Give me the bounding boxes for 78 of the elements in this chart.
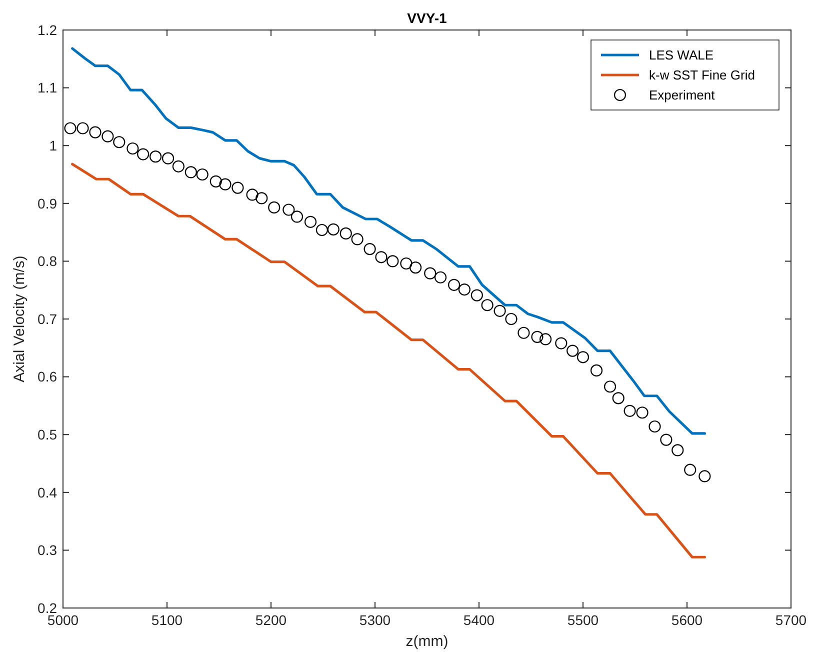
point xyxy=(672,444,684,456)
point xyxy=(351,233,364,246)
y-tick-label: 0.9 xyxy=(38,195,58,212)
point xyxy=(184,166,197,178)
legend-label: k-w SST Fine Grid xyxy=(649,68,755,83)
x-tick-label: 5400 xyxy=(463,612,495,628)
point xyxy=(531,330,544,343)
point xyxy=(470,289,483,302)
y-tick-label: 0.5 xyxy=(38,426,58,442)
point xyxy=(624,404,636,417)
point xyxy=(327,223,340,236)
point xyxy=(505,312,518,326)
legend-label: Experiment xyxy=(649,88,716,103)
point xyxy=(590,364,603,376)
point xyxy=(126,142,139,155)
point xyxy=(316,224,328,236)
x-tick-label: 5300 xyxy=(359,612,391,628)
point xyxy=(698,470,711,482)
y-tick-label: 0.4 xyxy=(38,484,58,500)
point xyxy=(424,267,436,280)
point xyxy=(494,304,506,317)
point xyxy=(232,182,244,194)
point xyxy=(410,262,422,274)
point xyxy=(304,216,317,228)
point xyxy=(540,333,552,346)
point xyxy=(172,160,184,172)
point xyxy=(576,351,590,364)
x-tick-label: 5600 xyxy=(671,612,703,628)
x-tick-label: 5100 xyxy=(151,612,183,628)
point xyxy=(219,178,232,190)
point xyxy=(150,150,162,163)
point xyxy=(555,337,568,350)
point xyxy=(604,380,616,393)
y-tick-label: 0.8 xyxy=(38,253,58,270)
point xyxy=(636,406,648,419)
point xyxy=(282,204,295,216)
point xyxy=(113,136,126,148)
point xyxy=(518,326,530,339)
point xyxy=(566,344,579,357)
point xyxy=(386,255,399,268)
point xyxy=(196,168,208,181)
x-tick-label: 5500 xyxy=(567,612,599,628)
y-tick-label: 0.7 xyxy=(38,310,58,327)
legend-label: LES WALE xyxy=(649,48,714,63)
y-tick-label: 1.2 xyxy=(38,22,58,38)
point xyxy=(76,122,89,134)
chart-title: VVY-1 xyxy=(407,10,448,26)
x-tick-label: 5200 xyxy=(255,612,287,628)
x-axis-title: z(mm) xyxy=(406,633,448,650)
point xyxy=(612,392,624,404)
point xyxy=(458,283,470,296)
y-tick-label: 1 xyxy=(49,138,58,154)
point xyxy=(290,210,304,223)
point xyxy=(64,122,76,134)
point xyxy=(684,464,696,476)
point xyxy=(268,201,280,214)
y-tick-label: 0.3 xyxy=(38,542,58,558)
point xyxy=(246,188,258,201)
point xyxy=(400,257,412,270)
y-tick-label: 0.6 xyxy=(38,368,58,385)
y-axis-title: Axial Velocity (m/s) xyxy=(11,256,28,382)
point xyxy=(162,152,174,164)
point xyxy=(434,271,447,284)
point xyxy=(210,175,222,188)
point xyxy=(340,227,352,240)
point xyxy=(375,251,388,264)
point xyxy=(256,192,268,204)
point xyxy=(89,126,102,138)
point xyxy=(137,148,150,160)
line-series xyxy=(71,162,706,558)
x-tick-label: 5700 xyxy=(775,612,807,628)
point xyxy=(448,278,460,291)
point xyxy=(648,420,661,433)
point xyxy=(102,130,114,142)
y-tick-label: 1.1 xyxy=(38,80,58,96)
point xyxy=(364,243,376,256)
point xyxy=(481,299,494,312)
point xyxy=(660,434,672,446)
